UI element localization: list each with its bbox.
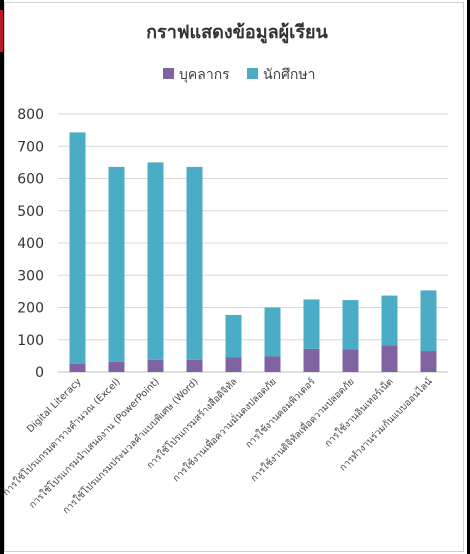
y-tick-500: 500 — [17, 204, 44, 220]
selection-marker — [0, 10, 3, 52]
legend-swatch-1 — [247, 68, 258, 79]
bar-staff-2 — [147, 359, 164, 372]
y-axis: 0 100 200 300 400 500 600 700 800 — [17, 107, 44, 381]
y-tick-100: 100 — [17, 333, 44, 349]
x-axis: Digital Literacyการใช้โปรแกรมตารางคำนวณ … — [0, 375, 435, 516]
bar-students-5 — [264, 307, 281, 357]
x-tick-label-8: การใช้งานอินเทอร์เน็ต — [321, 375, 395, 449]
bar-staff-5 — [264, 356, 281, 372]
bar-students-0 — [69, 132, 86, 364]
y-tick-700: 700 — [17, 139, 44, 155]
legend-label-0: บุคลากร — [179, 67, 230, 83]
y-tick-300: 300 — [17, 268, 44, 284]
legend-label-1: นักศึกษา — [263, 67, 316, 83]
bar-staff-7 — [342, 349, 359, 372]
window-edge-right — [467, 0, 470, 554]
bar-students-1 — [108, 166, 125, 362]
bar-students-8 — [381, 295, 398, 346]
bar-staff-0 — [69, 363, 86, 372]
chart-title: กราฟแสดงข้อมูลผู้เรียน — [146, 22, 328, 44]
window-edge-left — [0, 0, 4, 554]
bar-staff-6 — [303, 348, 320, 372]
bar-staff-9 — [420, 351, 437, 372]
y-tick-600: 600 — [17, 172, 44, 188]
bar-students-9 — [420, 290, 437, 352]
bar-staff-4 — [225, 357, 242, 372]
y-tick-200: 200 — [17, 301, 44, 317]
legend-swatch-0 — [163, 68, 174, 79]
x-tick-label-3: การใช้โปรแกรมประมวลคำแบบพิเศษ (Word) — [60, 376, 201, 517]
y-tick-0: 0 — [35, 365, 44, 381]
y-tick-800: 800 — [17, 107, 44, 123]
bar-students-6 — [303, 299, 320, 349]
bar-students-4 — [225, 314, 242, 358]
bar-students-2 — [147, 162, 164, 360]
bar-students-3 — [186, 166, 203, 360]
chart-legend: บุคลากร นักศึกษา — [163, 67, 316, 83]
bar-staff-1 — [108, 361, 125, 372]
x-tick-label-6: การใช้งานคอมพิวเตอร์ — [243, 376, 318, 451]
bar-students-7 — [342, 300, 359, 350]
bars — [69, 132, 437, 372]
bar-staff-8 — [381, 345, 398, 372]
y-tick-400: 400 — [17, 236, 44, 252]
bar-staff-3 — [186, 359, 203, 372]
